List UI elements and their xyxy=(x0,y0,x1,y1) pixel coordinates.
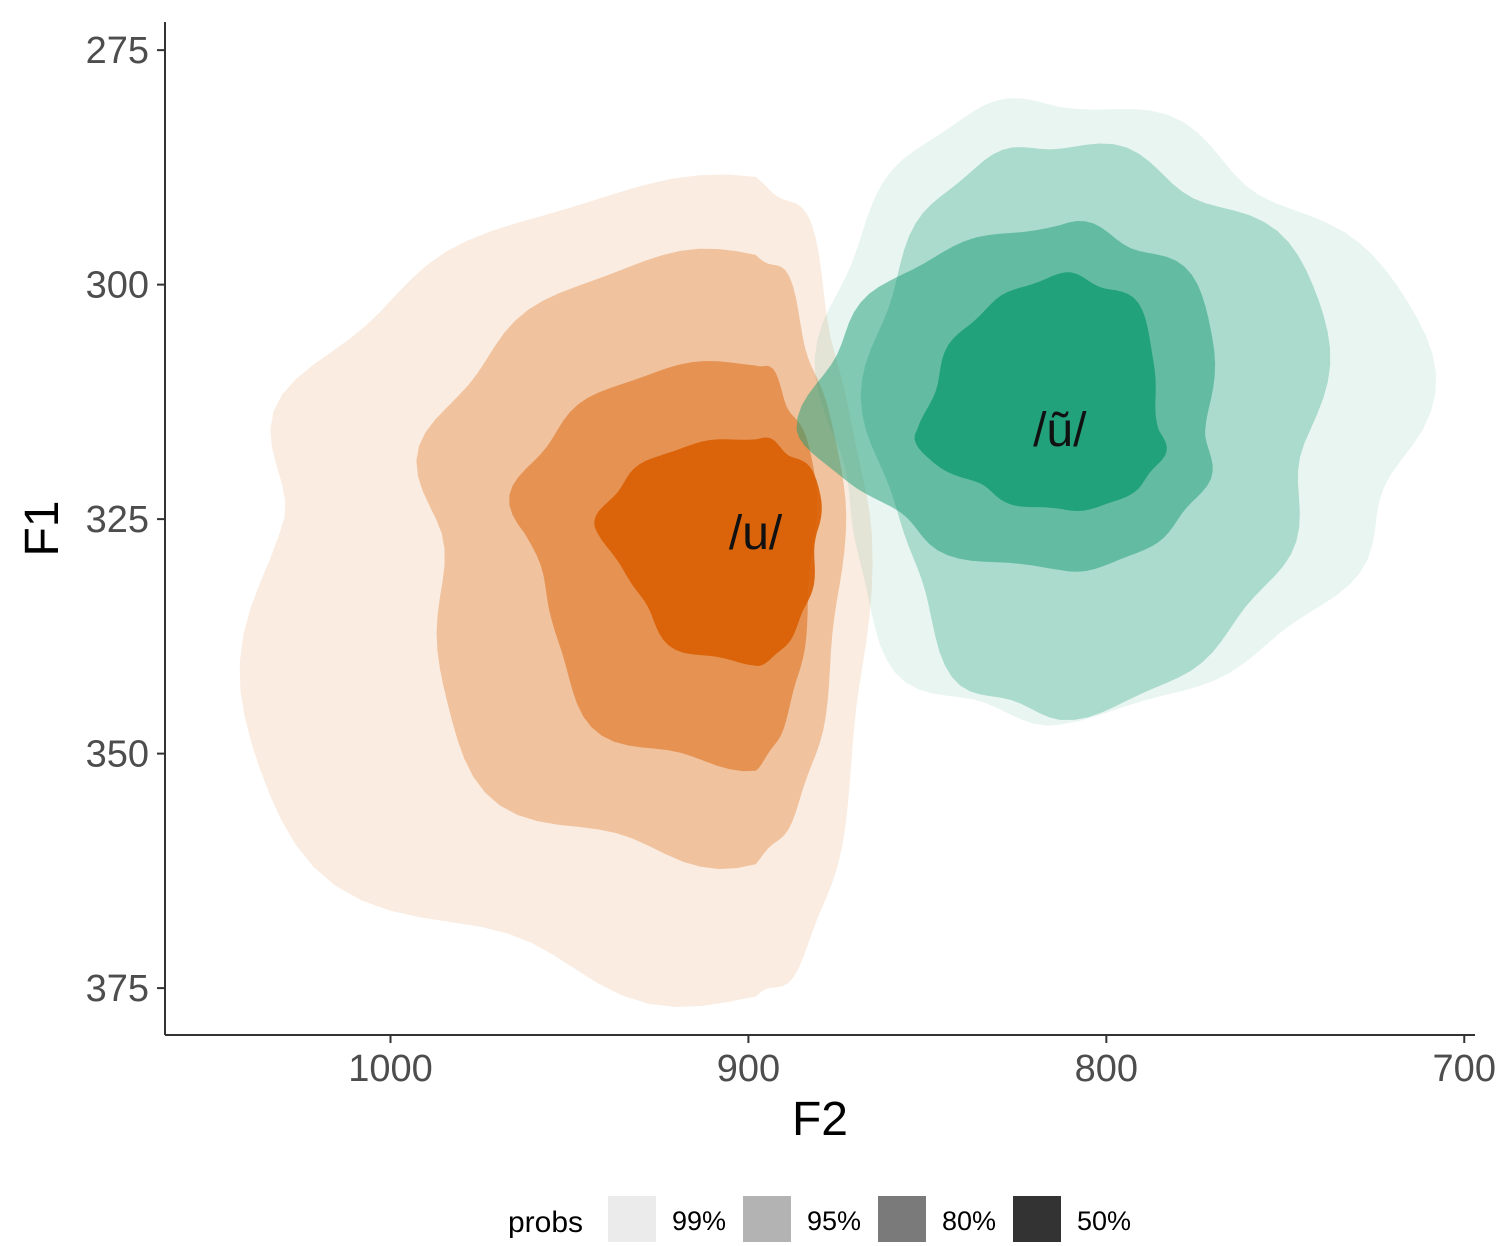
series-label-u-nasal: /ũ/ xyxy=(1033,404,1087,457)
legend-swatch-80 xyxy=(878,1196,926,1242)
legend: probs 99% 95% 80% 50% xyxy=(508,1196,1131,1242)
contour-u-50 xyxy=(594,437,822,666)
y-tick-label: 325 xyxy=(86,499,149,541)
y-tick-label: 350 xyxy=(86,734,149,776)
x-tick-label: 800 xyxy=(1075,1048,1138,1090)
x-axis-title: F2 xyxy=(792,1093,848,1146)
legend-label: 99% xyxy=(672,1206,726,1236)
axes: 275 300 325 350 375 1000 900 800 700 F2 F1 xyxy=(16,22,1496,1146)
legend-swatch-99 xyxy=(608,1196,656,1242)
x-tick-label: 1000 xyxy=(348,1048,433,1090)
legend-label: 95% xyxy=(807,1206,861,1236)
y-tick-label: 375 xyxy=(86,968,149,1010)
y-tick-label: 275 xyxy=(86,30,149,72)
vowel-labels: /u/ /ũ/ xyxy=(729,404,1087,560)
legend-swatch-95 xyxy=(743,1196,791,1242)
contour-u-nasal-50 xyxy=(914,272,1167,511)
contour-layers xyxy=(239,98,1436,1007)
x-tick-label: 900 xyxy=(717,1048,780,1090)
legend-label: 50% xyxy=(1077,1206,1131,1236)
legend-label: 80% xyxy=(942,1206,996,1236)
y-axis-title: F1 xyxy=(16,500,69,556)
legend-swatch-50 xyxy=(1013,1196,1061,1242)
series-label-u: /u/ xyxy=(729,507,783,560)
x-tick-label: 700 xyxy=(1433,1048,1496,1090)
legend-title: probs xyxy=(508,1206,583,1239)
y-tick-label: 300 xyxy=(86,265,149,307)
contour-u-99 xyxy=(239,174,873,1007)
